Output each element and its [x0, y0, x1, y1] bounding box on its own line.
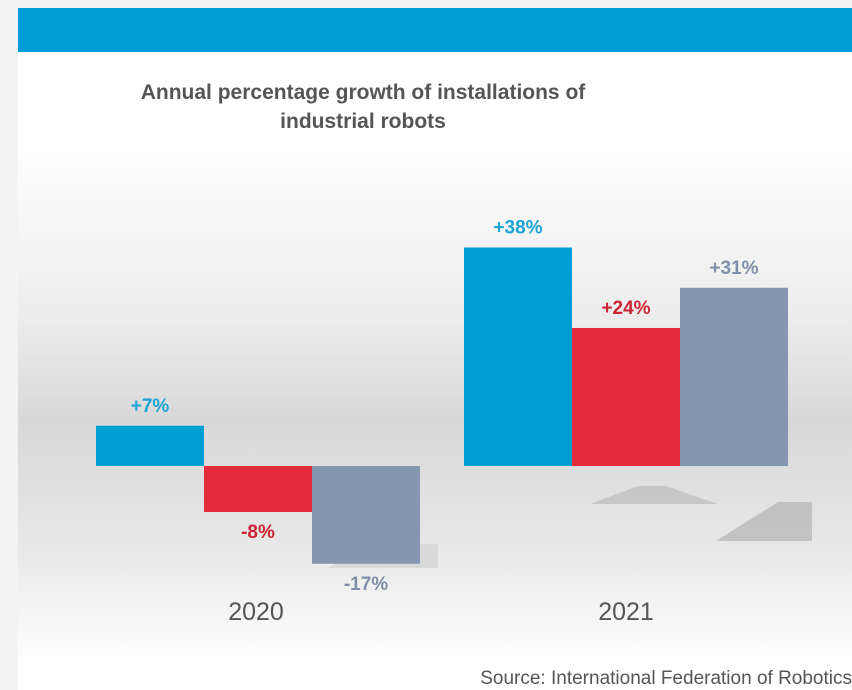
- source-note: Source: International Federation of Robo…: [480, 668, 852, 689]
- chart-title-line-1: Annual percentage growth of installation…: [140, 81, 586, 104]
- bar-2021-3: [680, 287, 788, 466]
- bar-2020-3: [312, 466, 420, 564]
- bar-chart: +7% -8% -17% 2020 +38% +24% +31% 2021: [96, 218, 812, 626]
- header-bar: [18, 8, 852, 52]
- data-label-2021-3: +31%: [709, 258, 758, 279]
- bar-2021-2: [572, 328, 680, 466]
- data-label-2020-1: +7%: [131, 396, 170, 417]
- chart-title-line-2: industrial robots: [280, 110, 446, 133]
- data-label-2020-2: -8%: [241, 522, 275, 543]
- bar-shadow: [590, 486, 718, 504]
- chart-card: Annual percentage growth of installation…: [18, 8, 852, 690]
- category-label-2020: 2020: [228, 598, 284, 626]
- category-label-2021: 2021: [598, 598, 654, 626]
- bar-2020-2: [204, 466, 312, 512]
- bar-2020-1: [96, 425, 204, 466]
- data-label-2021-1: +38%: [493, 218, 542, 239]
- bar-shadow: [716, 502, 812, 541]
- data-label-2020-3: -17%: [344, 574, 388, 595]
- chart-title: Annual percentage growth of installation…: [18, 78, 780, 136]
- data-label-2021-2: +24%: [601, 298, 650, 319]
- bar-2021-1: [464, 247, 572, 466]
